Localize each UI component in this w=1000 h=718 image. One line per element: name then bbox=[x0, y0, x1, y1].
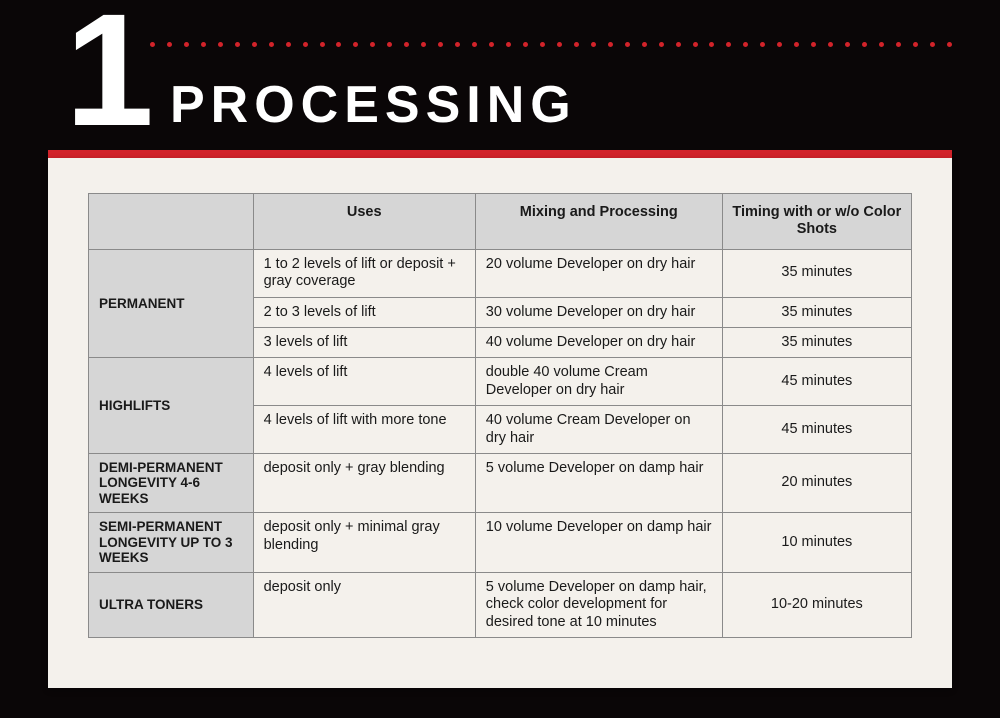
dot-icon bbox=[455, 42, 460, 47]
dot-icon bbox=[523, 42, 528, 47]
dot-icon bbox=[591, 42, 596, 47]
dot-icon bbox=[303, 42, 308, 47]
cell-timing: 35 minutes bbox=[722, 327, 911, 357]
cell-timing: 35 minutes bbox=[722, 297, 911, 327]
accent-bar bbox=[48, 150, 952, 158]
dot-icon bbox=[269, 42, 274, 47]
section-number: 1 bbox=[65, 0, 146, 150]
table-row: DEMI-PERMANENT LONGEVITY 4-6 WEEKSdeposi… bbox=[89, 453, 912, 513]
cell-uses: 1 to 2 levels of lift or deposit + gray … bbox=[253, 249, 475, 297]
dot-icon bbox=[370, 42, 375, 47]
dot-icon bbox=[167, 42, 172, 47]
dot-icon bbox=[896, 42, 901, 47]
dot-icon bbox=[642, 42, 647, 47]
dot-icon bbox=[811, 42, 816, 47]
cell-timing: 20 minutes bbox=[722, 453, 911, 513]
row-section-label: ULTRA TONERS bbox=[89, 573, 254, 638]
cell-mixing: 30 volume Developer on dry hair bbox=[475, 297, 722, 327]
dot-icon bbox=[184, 42, 189, 47]
col-header-blank bbox=[89, 194, 254, 250]
cell-uses: 3 levels of lift bbox=[253, 327, 475, 357]
dot-icon bbox=[336, 42, 341, 47]
dot-icon bbox=[472, 42, 477, 47]
dot-icon bbox=[489, 42, 494, 47]
row-section-label: PERMANENT bbox=[89, 249, 254, 358]
page-title: PROCESSING bbox=[170, 75, 577, 135]
cell-timing: 10 minutes bbox=[722, 513, 911, 573]
cell-timing: 45 minutes bbox=[722, 358, 911, 406]
col-header-timing: Timing with or w/o Color Shots bbox=[722, 194, 911, 250]
dot-icon bbox=[404, 42, 409, 47]
dot-icon bbox=[201, 42, 206, 47]
table-row: SEMI-PERMANENT LONGEVITY UP TO 3 WEEKSde… bbox=[89, 513, 912, 573]
dot-icon bbox=[760, 42, 765, 47]
dots-row bbox=[150, 42, 952, 48]
dot-icon bbox=[218, 42, 223, 47]
dot-icon bbox=[676, 42, 681, 47]
cell-uses: 4 levels of lift bbox=[253, 358, 475, 406]
table-header-row: Uses Mixing and Processing Timing with o… bbox=[89, 194, 912, 250]
dot-icon bbox=[506, 42, 511, 47]
col-header-uses: Uses bbox=[253, 194, 475, 250]
dot-icon bbox=[879, 42, 884, 47]
dot-icon bbox=[252, 42, 257, 47]
dot-icon bbox=[862, 42, 867, 47]
row-section-label: DEMI-PERMANENT LONGEVITY 4-6 WEEKS bbox=[89, 453, 254, 513]
dot-icon bbox=[726, 42, 731, 47]
table-row: ULTRA TONERSdeposit only5 volume Develop… bbox=[89, 573, 912, 638]
cell-uses: deposit only + gray blending bbox=[253, 453, 475, 513]
cell-mixing: 40 volume Developer on dry hair bbox=[475, 327, 722, 357]
dot-icon bbox=[235, 42, 240, 47]
dot-icon bbox=[930, 42, 935, 47]
dot-icon bbox=[947, 42, 952, 47]
dot-icon bbox=[387, 42, 392, 47]
row-section-label: SEMI-PERMANENT LONGEVITY UP TO 3 WEEKS bbox=[89, 513, 254, 573]
cell-mixing: 5 volume Developer on damp hair bbox=[475, 453, 722, 513]
cell-uses: 4 levels of lift with more tone bbox=[253, 406, 475, 454]
cell-timing: 35 minutes bbox=[722, 249, 911, 297]
dot-icon bbox=[286, 42, 291, 47]
cell-mixing: 20 volume Developer on dry hair bbox=[475, 249, 722, 297]
cell-timing: 45 minutes bbox=[722, 406, 911, 454]
header: 1 PROCESSING bbox=[0, 0, 1000, 150]
dot-icon bbox=[777, 42, 782, 47]
dot-icon bbox=[608, 42, 613, 47]
cell-mixing: 5 volume Developer on damp hair, check c… bbox=[475, 573, 722, 638]
dot-icon bbox=[709, 42, 714, 47]
cell-mixing: 10 volume Developer on damp hair bbox=[475, 513, 722, 573]
dot-icon bbox=[625, 42, 630, 47]
dot-icon bbox=[438, 42, 443, 47]
dot-icon bbox=[574, 42, 579, 47]
cell-uses: 2 to 3 levels of lift bbox=[253, 297, 475, 327]
cell-mixing: double 40 volume Cream Developer on dry … bbox=[475, 358, 722, 406]
cell-timing: 10-20 minutes bbox=[722, 573, 911, 638]
dot-icon bbox=[150, 42, 155, 47]
processing-table: Uses Mixing and Processing Timing with o… bbox=[88, 193, 912, 638]
table-row: HIGHLIFTS4 levels of liftdouble 40 volum… bbox=[89, 358, 912, 406]
dot-icon bbox=[794, 42, 799, 47]
cell-uses: deposit only + minimal gray blending bbox=[253, 513, 475, 573]
dot-icon bbox=[743, 42, 748, 47]
dot-icon bbox=[845, 42, 850, 47]
cell-mixing: 40 volume Cream Developer on dry hair bbox=[475, 406, 722, 454]
dot-icon bbox=[421, 42, 426, 47]
dot-icon bbox=[693, 42, 698, 47]
dot-icon bbox=[828, 42, 833, 47]
dot-icon bbox=[540, 42, 545, 47]
content-panel: Uses Mixing and Processing Timing with o… bbox=[48, 158, 952, 688]
dot-icon bbox=[353, 42, 358, 47]
dot-icon bbox=[320, 42, 325, 47]
table-body: PERMANENT1 to 2 levels of lift or deposi… bbox=[89, 249, 912, 637]
cell-uses: deposit only bbox=[253, 573, 475, 638]
dot-icon bbox=[557, 42, 562, 47]
row-section-label: HIGHLIFTS bbox=[89, 358, 254, 454]
col-header-mixing: Mixing and Processing bbox=[475, 194, 722, 250]
dot-icon bbox=[659, 42, 664, 47]
dot-icon bbox=[913, 42, 918, 47]
table-row: PERMANENT1 to 2 levels of lift or deposi… bbox=[89, 249, 912, 297]
